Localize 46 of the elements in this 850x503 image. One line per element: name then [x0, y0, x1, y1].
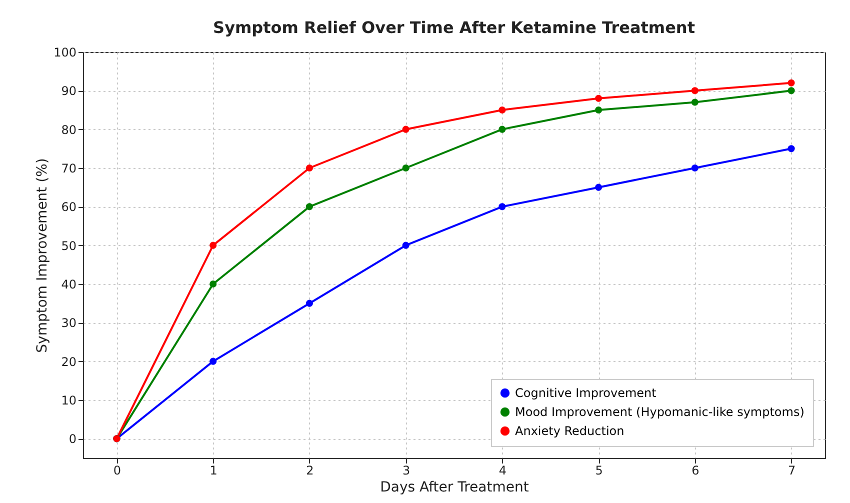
y-tick-label: 60 — [61, 200, 76, 214]
point — [788, 145, 795, 152]
y-tick-label: 100 — [54, 46, 76, 60]
point — [210, 358, 217, 365]
point — [402, 242, 410, 249]
point — [498, 106, 506, 114]
point — [402, 126, 410, 133]
x-tick-label: 7 — [788, 464, 796, 478]
point — [498, 203, 506, 210]
x-tick-label: 3 — [402, 464, 410, 478]
legend-label: Cognitive Improvement — [515, 386, 657, 400]
point — [402, 164, 410, 172]
legend-label: Mood Improvement (Hypomanic-like symptoms) — [515, 405, 804, 419]
y-tick-label: 20 — [61, 354, 76, 369]
point — [306, 164, 313, 172]
y-tick-label: 40 — [61, 278, 76, 292]
point — [788, 87, 795, 94]
legend-label: Anxiety Reduction — [515, 424, 624, 438]
point — [306, 203, 313, 210]
point — [788, 79, 795, 86]
point — [595, 184, 602, 191]
point — [691, 98, 698, 106]
y-tick-label: 90 — [61, 84, 76, 98]
point — [498, 126, 506, 133]
x-tick-label: 1 — [210, 464, 218, 478]
y-tick-label: 80 — [61, 122, 76, 137]
point — [306, 300, 313, 307]
chart-title: Symptom Relief Over Time After Ketamine Treatment — [213, 18, 696, 37]
point — [595, 94, 602, 102]
x-tick-label: 4 — [498, 464, 506, 478]
point — [210, 242, 217, 249]
x-tick-label: 0 — [113, 464, 122, 478]
y-tick-label: 70 — [61, 162, 76, 176]
point — [691, 164, 698, 172]
y-tick-label: 0 — [68, 432, 76, 446]
y-tick-label: 50 — [61, 238, 76, 253]
point — [595, 106, 602, 114]
point — [691, 87, 698, 94]
x-tick-label: 2 — [306, 464, 314, 478]
y-tick-label: 10 — [61, 394, 76, 408]
x-tick-label: 5 — [595, 464, 603, 478]
point — [210, 280, 217, 288]
y-tick-label: 30 — [61, 316, 76, 330]
x-axis-title: Days After Treatment — [380, 480, 530, 496]
y-axis-title: Symptom Improvement (%) — [34, 158, 51, 353]
x-tick-label: 6 — [692, 464, 700, 478]
